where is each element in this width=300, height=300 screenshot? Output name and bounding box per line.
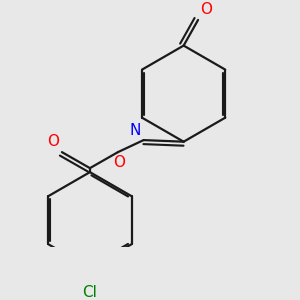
Text: O: O: [200, 2, 212, 17]
Text: N: N: [129, 123, 140, 138]
Text: O: O: [113, 154, 125, 169]
Text: O: O: [47, 134, 59, 149]
Text: Cl: Cl: [82, 285, 98, 300]
